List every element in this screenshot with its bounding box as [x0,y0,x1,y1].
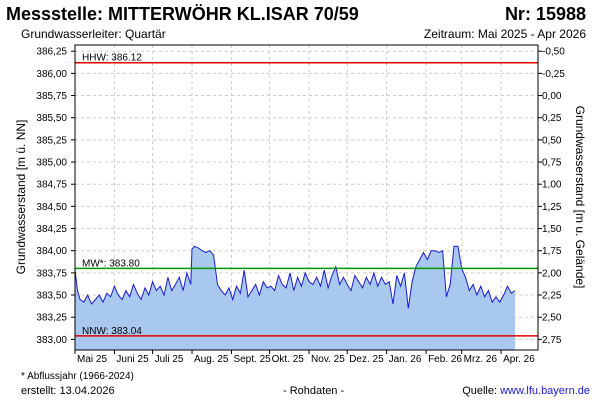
source-link[interactable]: www.lfu.bayern.de [500,385,590,397]
y-tick-label-left: 385,50 [36,113,67,124]
y-tick-label-right: 1,00 [542,180,562,191]
y-tick-label-left: 384,25 [36,224,67,235]
x-tick-label: Mrz. 26 [464,354,498,365]
y-tick-label-left: 386,00 [36,69,67,80]
y-tick-label-left: 386,25 [36,47,67,58]
y-axis-right: -0,50 -0,25 0,00 0,25 0,50 0,75 1,00 1,25 1,50 1,… [538,47,565,346]
y-tick-label-left: 383,50 [36,291,67,302]
y-tick-label-left: 384,00 [36,246,67,257]
x-tick-label: Nov. 25 [311,354,345,365]
y-tick-label-right: 0,50 [542,135,562,146]
station-title: Messstelle: MITTERWÖHR KL.ISAR 70/59 [6,4,359,24]
x-tick-label: Juli 25 [155,354,184,365]
x-tick-label: Sept. 25 [233,354,271,365]
y-tick-label-right: 2,50 [542,313,562,324]
y-tick-label-right: 1,25 [542,202,562,213]
y-tick-label-right: 0,75 [542,158,562,169]
station-number: Nr: 15988 [504,4,586,24]
x-tick-label: Dez. 25 [349,354,384,365]
x-tick-label: Okt. 25 [272,354,305,365]
footnote: * Abflussjahr (1966-2024) [21,371,134,382]
y-axis-left: 386,25 386,00 385,75 385,50 385,25 385,00 384,… [36,47,75,346]
plot-frame [74,44,539,351]
x-tick-label: Feb. 26 [428,354,462,365]
y-tick-label-right: 0,25 [542,113,562,124]
y-tick-label-left: 385,25 [36,135,67,146]
x-tick-label: Apr. 26 [503,354,535,365]
source-prefix: Quelle: [462,385,501,397]
y-tick-label-left: 383,00 [36,335,67,346]
aquifer-label: Grundwasserleiter: Quartär [21,27,166,41]
x-tick-label: Mai 25 [77,354,107,365]
level-series-line [74,245,516,309]
mw-label: MW*: 383.80 [82,258,140,269]
y-tick-label-left: 384,50 [36,202,67,213]
raw-data-note: - Rohdaten - [283,385,345,397]
y-tick-label-right: 2,25 [542,291,562,302]
nnw-label: NNW: 383.04 [82,326,142,337]
y-tick-label-right: 2,00 [542,268,562,279]
y-tick-label-left: 385,00 [36,158,67,169]
y-axis-right-label: Grundwasserstand [m u. Gelände] [573,106,587,289]
level-area-fill [75,246,516,350]
y-tick-label-right: 2,75 [542,335,562,346]
hhw-label: HHW: 386.12 [82,53,142,64]
y-tick-label-left: 385,75 [36,91,67,102]
y-tick-label-right: 0,00 [542,91,562,102]
y-tick-label-left: 384,75 [36,180,67,191]
x-tick-label: Jan. 26 [389,354,422,365]
y-tick-label-right: 1,50 [542,224,562,235]
x-tick-label: Juni 25 [116,354,149,365]
y-tick-label-right: -0,50 [542,47,565,58]
y-tick-label-right: 1,75 [542,246,562,257]
created-date: erstellt: 13.04.2026 [21,385,115,397]
y-tick-label-right: -0,25 [542,69,565,80]
source: Quelle: www.lfu.bayern.de [462,385,590,397]
x-axis: Mai 25 Juni 25 Juli 25 Aug. 25 Sept. 25 Okt. … [74,350,535,365]
reference-lines: HHW: 386.12 MW*: 383.80 NNW: 383.04 [75,53,538,337]
y-tick-label-left: 383,75 [36,268,67,279]
y-axis-left-label: Grundwasserstand [m ü. NN] [14,120,28,275]
period-label: Zeitraum: Mai 2025 - Apr 2026 [423,27,586,41]
y-tick-label-left: 383,25 [36,313,67,324]
x-tick-label: Aug. 25 [194,354,229,365]
